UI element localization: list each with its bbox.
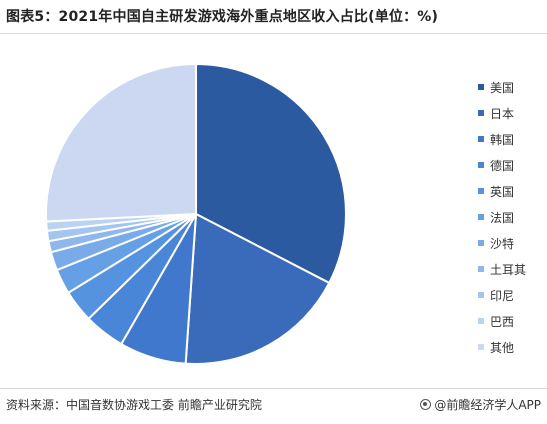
legend-item-5: 法国 xyxy=(478,204,544,230)
legend-swatch xyxy=(478,84,484,90)
legend-item-3: 德国 xyxy=(478,152,544,178)
source-note: 资料来源：中国音数协游戏工委 前瞻产业研究院 xyxy=(6,398,262,412)
pie-slice-0 xyxy=(195,62,347,285)
title-divider xyxy=(0,33,547,34)
legend-item-7: 土耳其 xyxy=(478,256,544,282)
legend-label: 日本 xyxy=(490,106,515,121)
legend-label: 沙特 xyxy=(490,236,515,251)
legend-item-10: 其他 xyxy=(478,334,544,360)
legend-item-2: 韩国 xyxy=(478,126,544,152)
chart-legend: 美国日本韩国德国英国法国沙特土耳其印尼巴西其他 xyxy=(478,74,544,360)
legend-item-6: 沙特 xyxy=(478,230,544,256)
legend-label: 美国 xyxy=(490,80,515,95)
pie-slice-1 xyxy=(184,212,331,365)
brand-credit: @前瞻经济学人APP xyxy=(420,396,541,413)
legend-swatch xyxy=(478,136,484,142)
brand-logo-icon xyxy=(420,399,432,410)
legend-swatch xyxy=(478,214,484,220)
legend-swatch xyxy=(478,344,484,350)
legend-label: 韩国 xyxy=(490,132,515,147)
legend-item-1: 日本 xyxy=(478,100,544,126)
legend-swatch xyxy=(478,240,484,246)
legend-item-0: 美国 xyxy=(478,74,544,100)
legend-item-9: 巴西 xyxy=(478,308,544,334)
legend-swatch xyxy=(478,110,484,116)
brand-text: @前瞻经济学人APP xyxy=(434,398,541,412)
legend-swatch xyxy=(478,188,484,194)
footer-divider xyxy=(0,388,547,389)
chart-title: 图表5：2021年中国自主研发游戏海外重点地区收入占比(单位：%) xyxy=(6,9,439,25)
legend-label: 英国 xyxy=(490,184,515,199)
pie-slice-10 xyxy=(45,62,197,223)
legend-swatch xyxy=(478,318,484,324)
legend-label: 法国 xyxy=(490,210,515,225)
legend-swatch xyxy=(478,162,484,168)
legend-label: 土耳其 xyxy=(490,262,527,277)
legend-label: 德国 xyxy=(490,158,515,173)
pie-chart xyxy=(45,62,347,365)
legend-label: 其他 xyxy=(490,340,515,355)
legend-label: 巴西 xyxy=(490,314,515,329)
legend-item-4: 英国 xyxy=(478,178,544,204)
legend-swatch xyxy=(478,292,484,298)
legend-item-8: 印尼 xyxy=(478,282,544,308)
legend-label: 印尼 xyxy=(490,288,515,303)
legend-swatch xyxy=(478,266,484,272)
